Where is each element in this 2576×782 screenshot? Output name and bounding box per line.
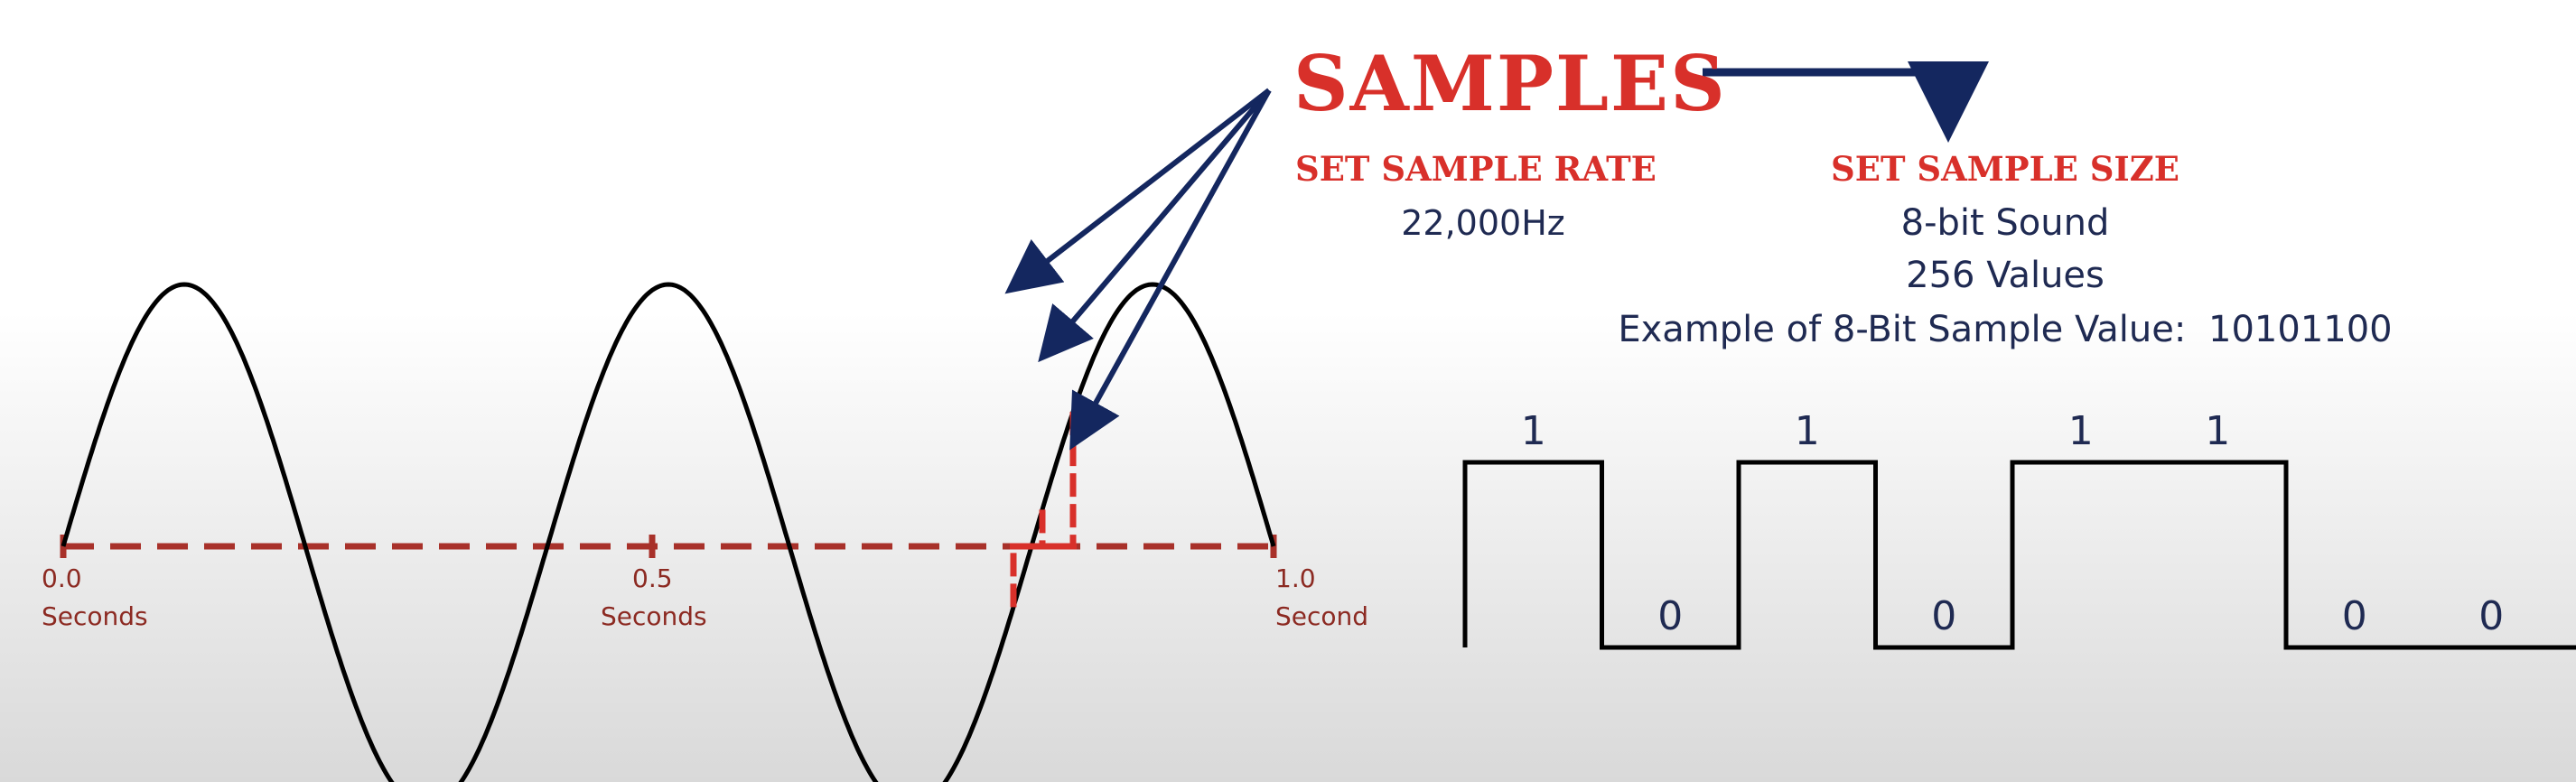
bit-label: 0 — [1931, 593, 1956, 639]
bit-label: 0 — [2478, 593, 2504, 639]
time-label-start-unit: Seconds — [42, 601, 148, 631]
time-label-mid-value: 0.5 — [632, 563, 673, 593]
arrow-to-sample-1 — [1004, 88, 1271, 294]
example-label: Example of 8-Bit Sample Value: — [1618, 309, 2186, 350]
bit-label: 0 — [1657, 593, 1683, 639]
arrow-to-sample-size — [1703, 61, 1989, 143]
time-label-end-unit: Second — [1275, 601, 1368, 631]
sample-size-bit-depth: 8-bit Sound — [1901, 202, 2110, 244]
sample-size-example: Example of 8-Bit Sample Value: 10101100 — [1618, 309, 2392, 350]
samples-title: SAMPLES — [1293, 39, 1727, 128]
sine-wave — [61, 282, 1276, 782]
time-label-start-value: 0.0 — [42, 563, 82, 593]
time-label-mid-unit: Seconds — [601, 601, 707, 631]
bit-label: 1 — [1795, 408, 1820, 454]
bit-label: 1 — [2068, 408, 2094, 454]
sample-size-values-count: 256 Values — [1906, 255, 2105, 296]
sample-size-heading: SET SAMPLE SIZE — [1831, 149, 2179, 189]
bit-labels: 1 0 1 0 1 1 0 0 — [1521, 408, 2505, 639]
time-label-end-value: 1.0 — [1275, 563, 1316, 593]
bit-label: 1 — [1521, 408, 1546, 454]
sample-rate-value: 22,000Hz — [1401, 203, 1564, 243]
example-value: 10101100 — [2208, 309, 2393, 350]
arrow-to-sample-2 — [1038, 88, 1272, 363]
bit-square-wave — [1462, 460, 2576, 650]
arrow-to-sample-3 — [1069, 88, 1272, 451]
bit-label: 0 — [2342, 593, 2367, 639]
bit-label: 1 — [2205, 408, 2230, 454]
sample-rate-heading: SET SAMPLE RATE — [1295, 149, 1657, 189]
